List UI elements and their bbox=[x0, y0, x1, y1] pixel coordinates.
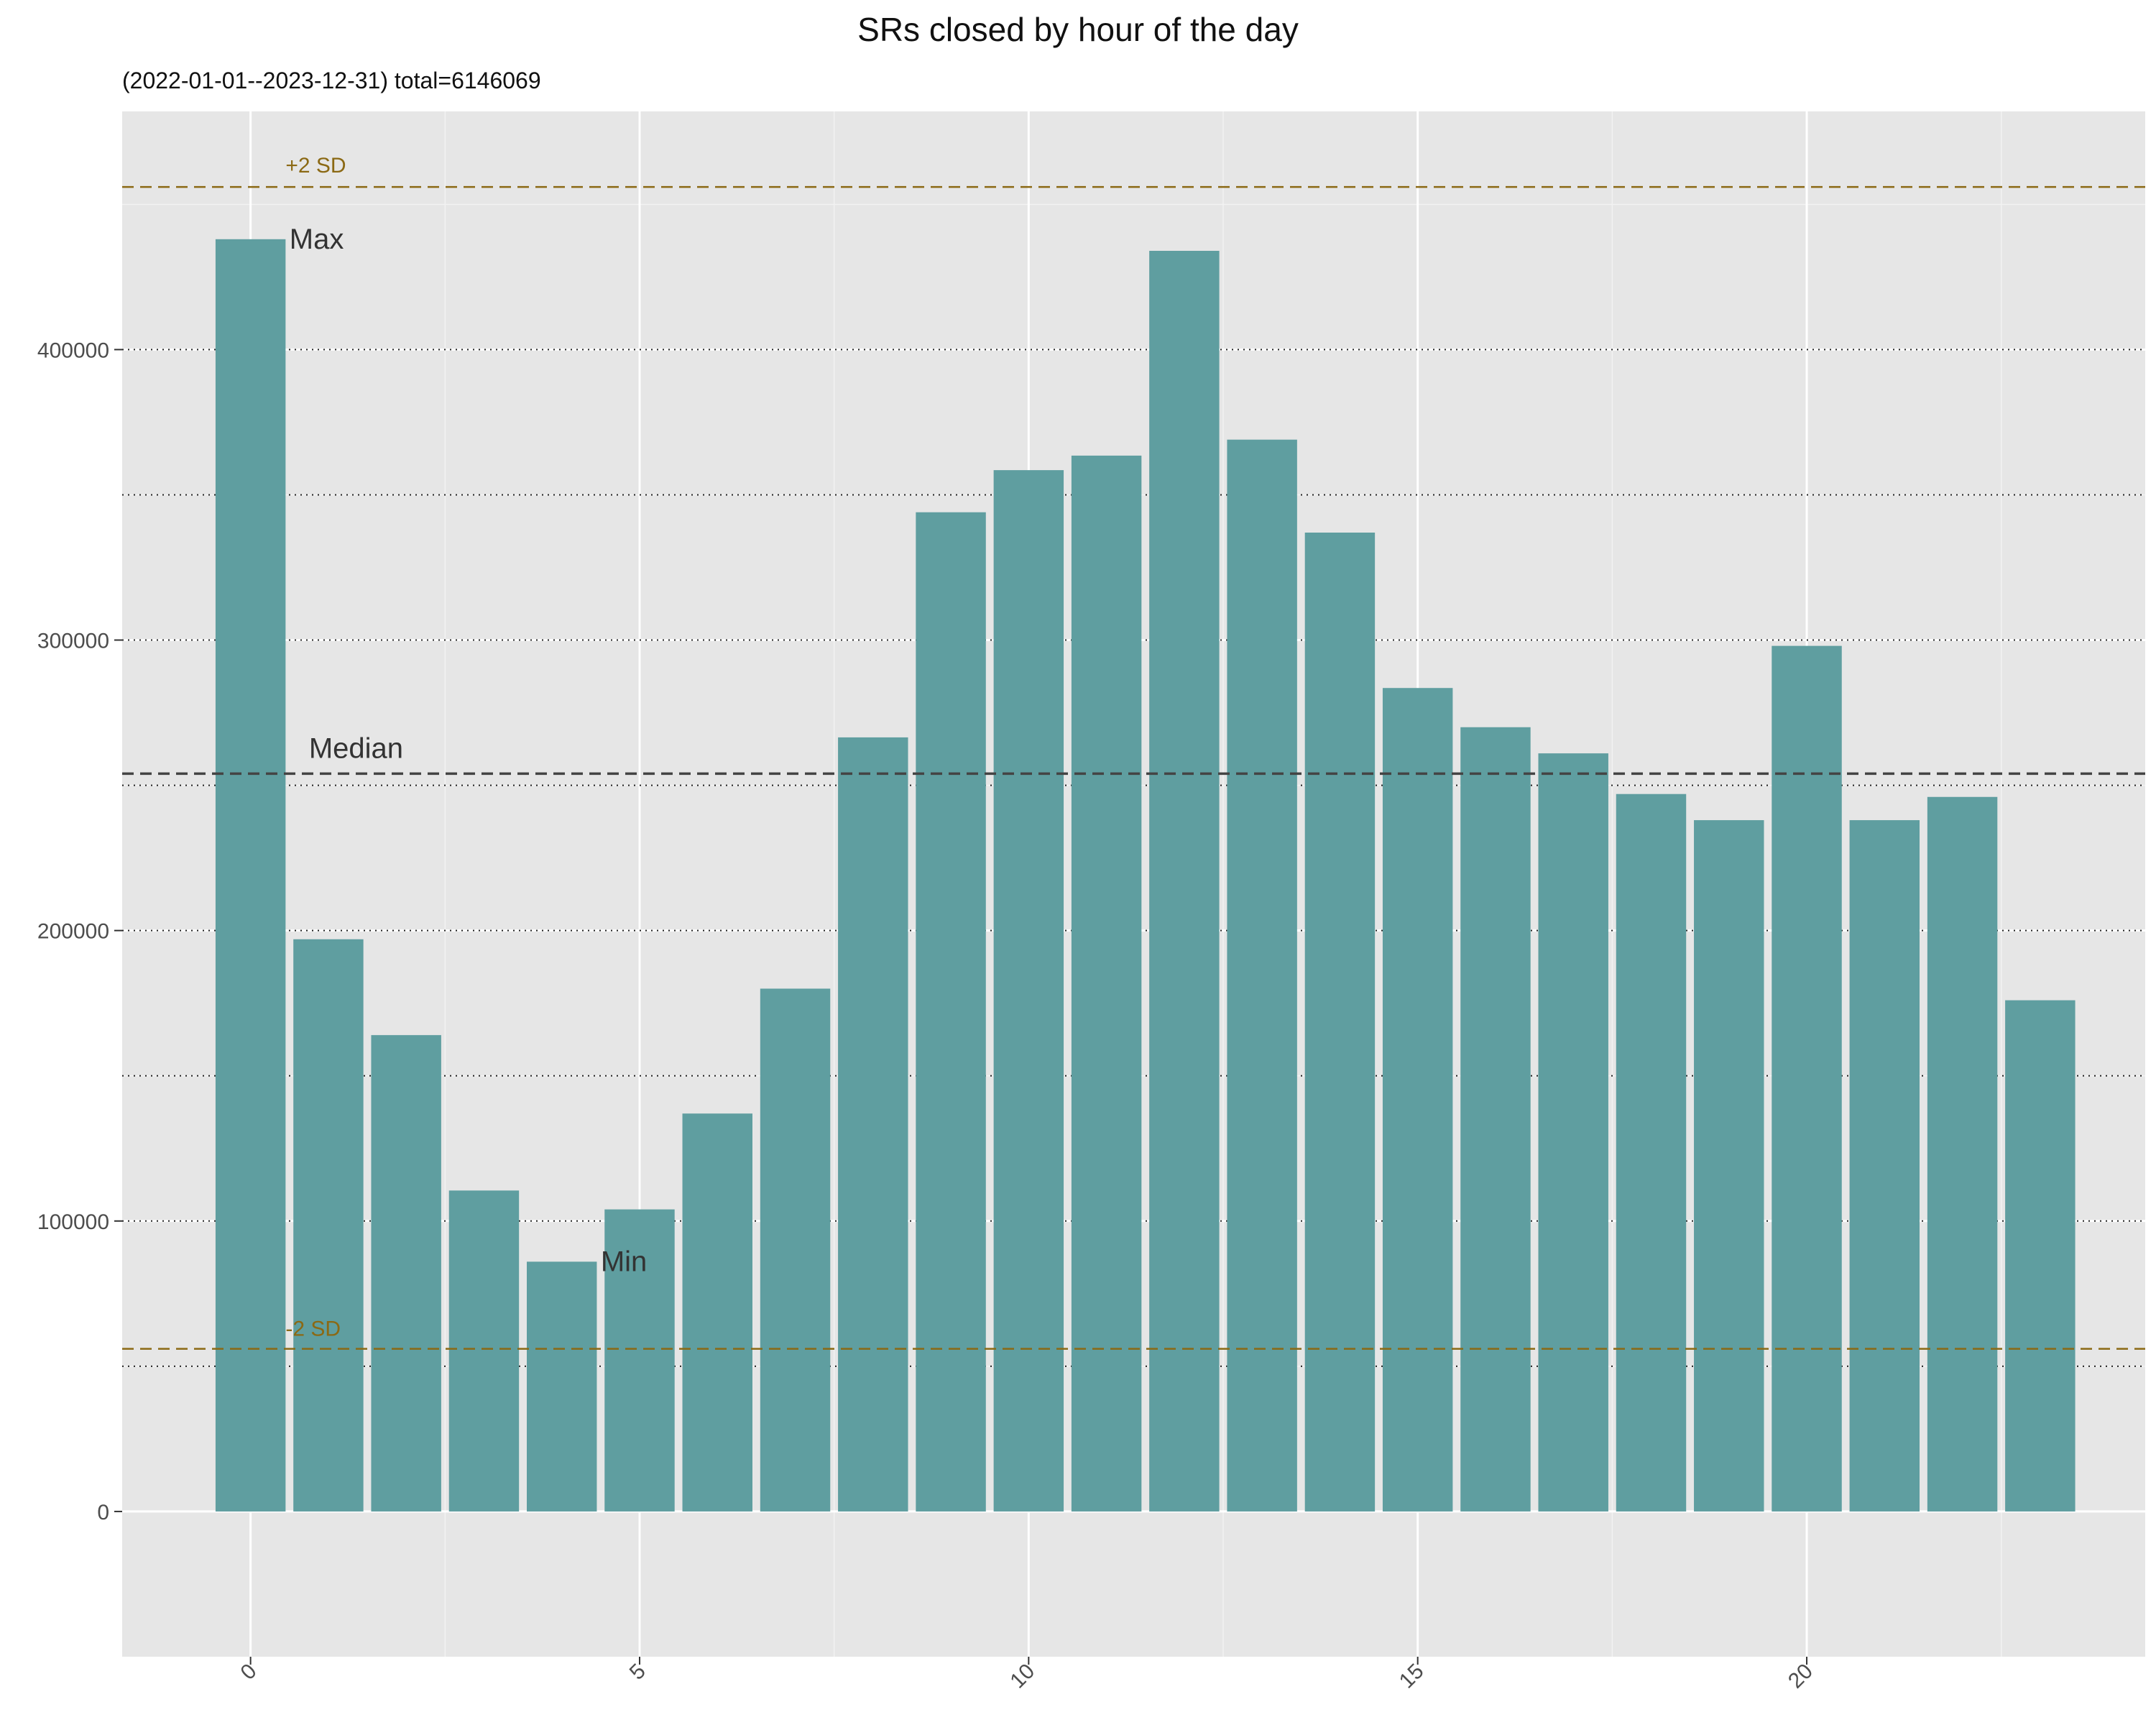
bar bbox=[2005, 1000, 2076, 1512]
x-tick-label: 20 bbox=[1784, 1660, 1818, 1693]
chart-title: SRs closed by hour of the day bbox=[857, 11, 1299, 48]
y-tick-label: 200000 bbox=[37, 920, 109, 944]
bar bbox=[682, 1113, 752, 1512]
bar bbox=[1772, 645, 1842, 1512]
bar bbox=[604, 1209, 675, 1512]
bar bbox=[293, 939, 364, 1512]
annotation-max: Max bbox=[290, 224, 344, 255]
y-tick-label: 100000 bbox=[37, 1210, 109, 1234]
bar bbox=[1071, 455, 1142, 1512]
y-tick-label: 400000 bbox=[37, 339, 109, 362]
x-tick-label: 0 bbox=[236, 1660, 261, 1685]
median-label: Median bbox=[309, 732, 403, 764]
bar bbox=[371, 1035, 441, 1512]
x-tick-label: 15 bbox=[1395, 1660, 1429, 1693]
bar bbox=[993, 470, 1064, 1512]
bar bbox=[1616, 794, 1687, 1512]
bar bbox=[760, 988, 831, 1512]
y-tick-label: 300000 bbox=[37, 630, 109, 653]
bar bbox=[215, 239, 286, 1512]
annotation-min: Min bbox=[601, 1246, 647, 1277]
minus-2sd-label: -2 SD bbox=[285, 1317, 341, 1341]
x-tick-label: 10 bbox=[1005, 1660, 1039, 1693]
x-tick-label: 5 bbox=[625, 1660, 650, 1685]
chart-subtitle: (2022-01-01--2023-12-31) total=6146069 bbox=[122, 68, 541, 93]
bar bbox=[527, 1261, 597, 1512]
bar bbox=[1927, 796, 1998, 1512]
bar bbox=[838, 737, 908, 1512]
bar bbox=[448, 1190, 520, 1512]
bar bbox=[1460, 727, 1531, 1512]
bar bbox=[1694, 820, 1764, 1512]
plus-2sd-label: +2 SD bbox=[285, 154, 346, 178]
bar bbox=[1538, 753, 1608, 1512]
bar bbox=[1149, 250, 1220, 1512]
bar bbox=[1227, 439, 1297, 1512]
y-tick-label: 0 bbox=[97, 1501, 109, 1524]
bar bbox=[916, 512, 986, 1512]
bar bbox=[1304, 532, 1376, 1512]
bar bbox=[1849, 820, 1920, 1512]
bar bbox=[1382, 688, 1453, 1512]
